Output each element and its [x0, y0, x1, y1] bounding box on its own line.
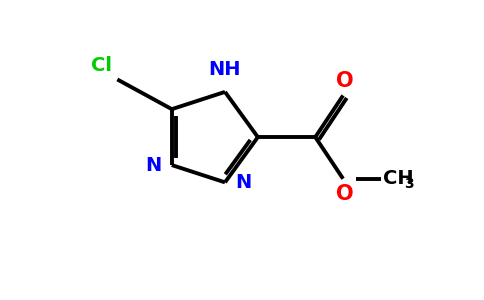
- Text: CH: CH: [383, 169, 413, 188]
- Text: NH: NH: [209, 60, 241, 79]
- Text: O: O: [336, 70, 354, 91]
- Text: Cl: Cl: [91, 56, 112, 76]
- Text: 3: 3: [405, 177, 414, 191]
- Text: N: N: [235, 173, 251, 192]
- Text: N: N: [146, 156, 162, 175]
- Text: O: O: [336, 184, 354, 204]
